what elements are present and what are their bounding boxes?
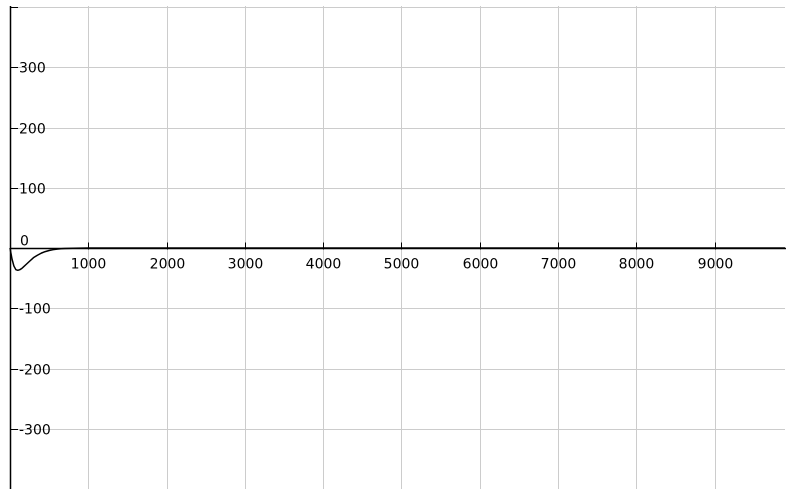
series-line [9,247,785,272]
x-tick-label: 2000 [150,257,186,273]
y-tick-label: -100 [19,302,51,318]
x-tick-label: 1000 [71,257,107,273]
y-tick-label: 0 [20,234,29,250]
x-tick-label: 7000 [541,257,577,273]
x-tick-label: 9000 [698,257,734,273]
ticks-layer [10,7,716,430]
y-tick-label: 200 [19,122,46,138]
tick-labels: 1000 2000 3000 4000 5000 6000 7000 8000 90003002… [19,61,733,439]
x-tick-label: 3000 [228,257,264,273]
y-tick-label: 300 [19,61,46,77]
x-tick-label: 4000 [306,257,342,273]
x-tick-label: 6000 [463,257,499,273]
y-tick-label: -200 [19,363,51,379]
x-tick-label: 8000 [619,257,655,273]
y-tick-label: -300 [19,423,51,439]
series-layer [9,247,785,272]
x-tick-label: 5000 [384,257,420,273]
y-tick-label: 100 [19,182,46,198]
